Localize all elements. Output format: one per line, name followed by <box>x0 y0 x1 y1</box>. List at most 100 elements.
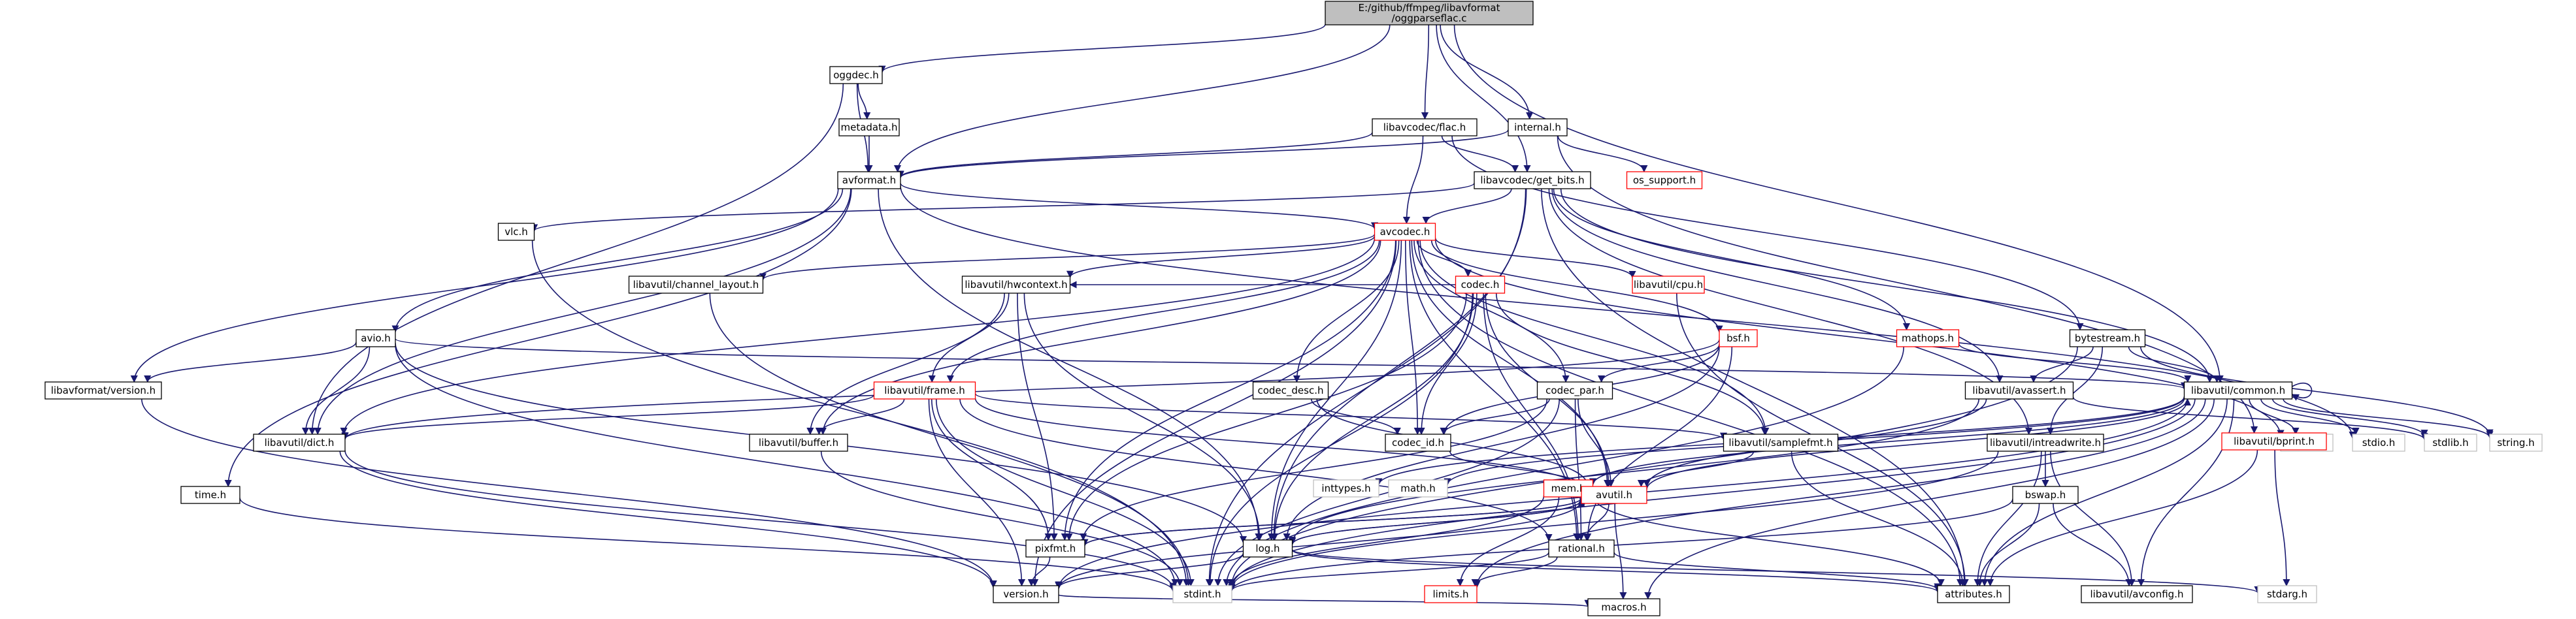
node-metadata[interactable]: metadata.h <box>838 118 900 136</box>
node-get-bits[interactable]: libavcodec/get_bits.h <box>1474 171 1591 189</box>
edge <box>344 450 1177 590</box>
edge-bytestream-to-intreadwrite <box>2047 346 2104 436</box>
edge-bprint-to-attributes <box>1986 449 2258 587</box>
node-box <box>1987 434 2104 452</box>
node-pixfmt[interactable]: pixfmt.h <box>1025 539 1085 558</box>
edge-avformat-to-version-fmt <box>130 188 839 383</box>
node-label: libavcodec/flac.h <box>1383 121 1466 133</box>
node-version-util[interactable]: version.h <box>993 585 1059 603</box>
node-avcodec[interactable]: avcodec.h <box>1374 223 1436 241</box>
node-label: mathops.h <box>1902 332 1954 344</box>
node-box <box>2221 432 2327 451</box>
edge <box>2128 346 2221 383</box>
edge-frame-to-version-util <box>928 398 1026 587</box>
edge <box>1589 398 2185 486</box>
node-label: os_support.h <box>1633 174 1696 187</box>
nodes-layer: E:/github/ffmpeg/libavformat/oggparsefla… <box>44 1 2543 616</box>
node-common[interactable]: libavutil/common.h <box>2183 381 2293 400</box>
node-buffer[interactable]: libavutil/buffer.h <box>749 434 848 452</box>
node-inttypes[interactable]: inttypes.h <box>1313 479 1379 498</box>
node-internal[interactable]: internal.h <box>1508 118 1568 136</box>
node-bsf[interactable]: bsf.h <box>1719 329 1758 347</box>
edge-log-to-version-util <box>1055 552 1244 589</box>
node-codec-desc[interactable]: codec_desc.h <box>1252 381 1329 400</box>
edge-mem-to-stdint <box>1228 495 1545 587</box>
node-label: string.h <box>2497 437 2534 449</box>
edge-avcodec-to-attributes <box>1417 240 1964 587</box>
node-hwcontext[interactable]: libavutil/hwcontext.h <box>961 276 1071 294</box>
node-box <box>628 276 764 294</box>
node-label: bytestream.h <box>2075 332 2140 344</box>
node-codec-id[interactable]: codec_id.h <box>1385 434 1451 452</box>
node-dict[interactable]: libavutil/dict.h <box>253 434 346 452</box>
edge <box>1027 556 1051 587</box>
node-macros[interactable]: macros.h <box>1587 598 1660 616</box>
edge <box>1557 135 1648 173</box>
edge-mem-to-limits <box>1456 496 1560 587</box>
node-oggdec[interactable]: oggdec.h <box>829 66 883 84</box>
node-stdio[interactable]: stdio.h <box>2352 434 2405 452</box>
node-limits[interactable]: limits.h <box>1424 585 1478 603</box>
node-label: codec_par.h <box>1545 385 1604 397</box>
node-cpu[interactable]: libavutil/cpu.h <box>1632 276 1705 294</box>
node-avconfig[interactable]: libavutil/avconfig.h <box>2081 585 2193 603</box>
node-stdlib[interactable]: stdlib.h <box>2424 434 2477 452</box>
edge <box>1553 188 1911 331</box>
node-box <box>1581 486 1647 504</box>
node-time[interactable]: time.h <box>180 486 240 504</box>
edge-avformat-to-dict <box>314 188 851 436</box>
node-rational[interactable]: rational.h <box>1548 539 1615 558</box>
edge <box>1061 240 1396 541</box>
edge <box>1228 552 1549 592</box>
node-flac[interactable]: libavcodec/flac.h <box>1372 118 1478 136</box>
edge-hwcontext-to-pixfmt <box>1017 293 1058 541</box>
edge-pixfmt-to-avutil <box>1084 497 1585 547</box>
edge-avutil-to-version-util <box>1055 500 1582 590</box>
node-codec[interactable]: codec.h <box>1455 276 1506 294</box>
node-samplefmt[interactable]: libavutil/samplefmt.h <box>1723 434 1839 452</box>
edge <box>2030 346 2094 383</box>
edge <box>897 132 1373 178</box>
node-frame[interactable]: libavutil/frame.h <box>873 381 976 400</box>
edge <box>2260 398 2360 436</box>
node-avutil[interactable]: avutil.h <box>1581 486 1647 504</box>
node-mathops[interactable]: mathops.h <box>1896 329 1960 347</box>
node-vlc[interactable]: vlc.h <box>497 223 535 241</box>
node-os-support[interactable]: os_support.h <box>1626 171 1703 189</box>
edge-avutil-to-rational <box>1583 503 1610 541</box>
node-log[interactable]: log.h <box>1242 539 1293 558</box>
edge-flac-to-avformat <box>897 132 1373 178</box>
edge-common-to-mem <box>1589 398 2185 486</box>
node-channel-layout[interactable]: libavutil/channel_layout.h <box>628 276 764 294</box>
node-box <box>1474 171 1591 189</box>
node-avassert[interactable]: libavutil/avassert.h <box>1964 381 2074 400</box>
node-math[interactable]: math.h <box>1388 479 1448 498</box>
edge <box>1023 293 1264 541</box>
edge <box>2249 398 2300 436</box>
node-avformat[interactable]: avformat.h <box>837 171 901 189</box>
node-bytestream[interactable]: bytestream.h <box>2069 329 2146 347</box>
edge-root-to-get-bits <box>1436 24 1531 173</box>
node-box <box>253 434 346 452</box>
edge-codec-par-to-pixfmt <box>1080 398 1548 541</box>
node-codec-par[interactable]: codec_par.h <box>1536 381 1613 400</box>
node-bprint[interactable]: libavutil/bprint.h <box>2221 432 2327 451</box>
edge <box>1084 497 1585 547</box>
node-avio[interactable]: avio.h <box>355 329 396 347</box>
edge-frame-to-avutil <box>974 398 1585 491</box>
node-stdarg[interactable]: stdarg.h <box>2257 585 2317 603</box>
node-version-fmt[interactable]: libavformat/version.h <box>44 381 162 400</box>
node-label: libavutil/common.h <box>2191 385 2285 396</box>
node-bswap[interactable]: bswap.h <box>2012 486 2079 504</box>
node-box <box>2257 585 2317 603</box>
node-string[interactable]: string.h <box>2489 434 2543 452</box>
node-attributes[interactable]: attributes.h <box>1937 585 2010 603</box>
node-box <box>1025 539 1085 558</box>
node-stdint[interactable]: stdint.h <box>1172 585 1232 603</box>
node-box <box>497 223 535 241</box>
node-root[interactable]: E:/github/ffmpeg/libavformat/oggparsefla… <box>1325 1 1534 25</box>
node-box <box>873 381 976 400</box>
edge-avassert-to-log <box>1288 398 1980 545</box>
edge-intreadwrite-to-attributes <box>1973 451 2042 587</box>
node-intreadwrite[interactable]: libavutil/intreadwrite.h <box>1987 434 2104 452</box>
